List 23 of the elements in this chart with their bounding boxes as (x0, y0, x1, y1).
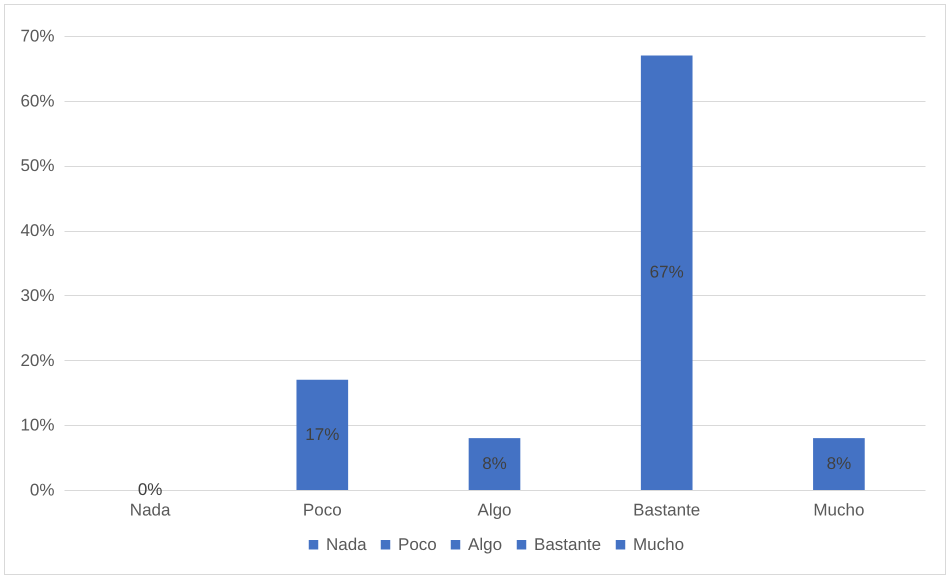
y-tick-label: 0% (30, 480, 54, 500)
data-label: 17% (305, 424, 340, 444)
y-tick-label: 60% (20, 91, 54, 110)
y-tick-label: 50% (20, 156, 54, 176)
legend-label: Bastante (534, 534, 602, 554)
x-tick-label: Bastante (633, 500, 700, 520)
data-label: 67% (650, 262, 684, 282)
x-tick-label: Mucho (813, 500, 864, 520)
legend-label: Mucho (633, 534, 684, 554)
data-label: 8% (482, 454, 507, 474)
y-tick-label: 20% (20, 350, 54, 370)
legend-label: Nada (326, 534, 368, 554)
y-tick-label: 70% (20, 26, 54, 46)
x-tick-label: Algo (477, 500, 512, 520)
y-tick-label: 10% (20, 416, 54, 435)
x-tick-label: Nada (130, 500, 171, 520)
data-label: 0% (138, 480, 162, 499)
legend-label: Poco (398, 534, 437, 554)
legend-label: Algo (468, 534, 502, 554)
y-tick-label: 30% (20, 286, 54, 305)
data-label: 8% (826, 454, 852, 474)
y-tick-label: 40% (20, 221, 54, 240)
x-tick-label: Poco (302, 500, 342, 520)
